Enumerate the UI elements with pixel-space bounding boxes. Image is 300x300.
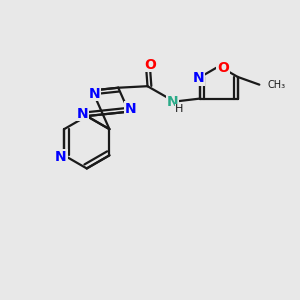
- Text: N: N: [124, 102, 136, 116]
- Text: N: N: [167, 95, 179, 110]
- Text: N: N: [55, 150, 67, 164]
- Text: N: N: [77, 107, 89, 121]
- Text: N: N: [192, 71, 204, 85]
- Text: CH₃: CH₃: [267, 80, 285, 90]
- Text: N: N: [89, 87, 100, 100]
- Text: O: O: [145, 58, 157, 72]
- Text: O: O: [217, 61, 229, 75]
- Text: H: H: [175, 104, 183, 114]
